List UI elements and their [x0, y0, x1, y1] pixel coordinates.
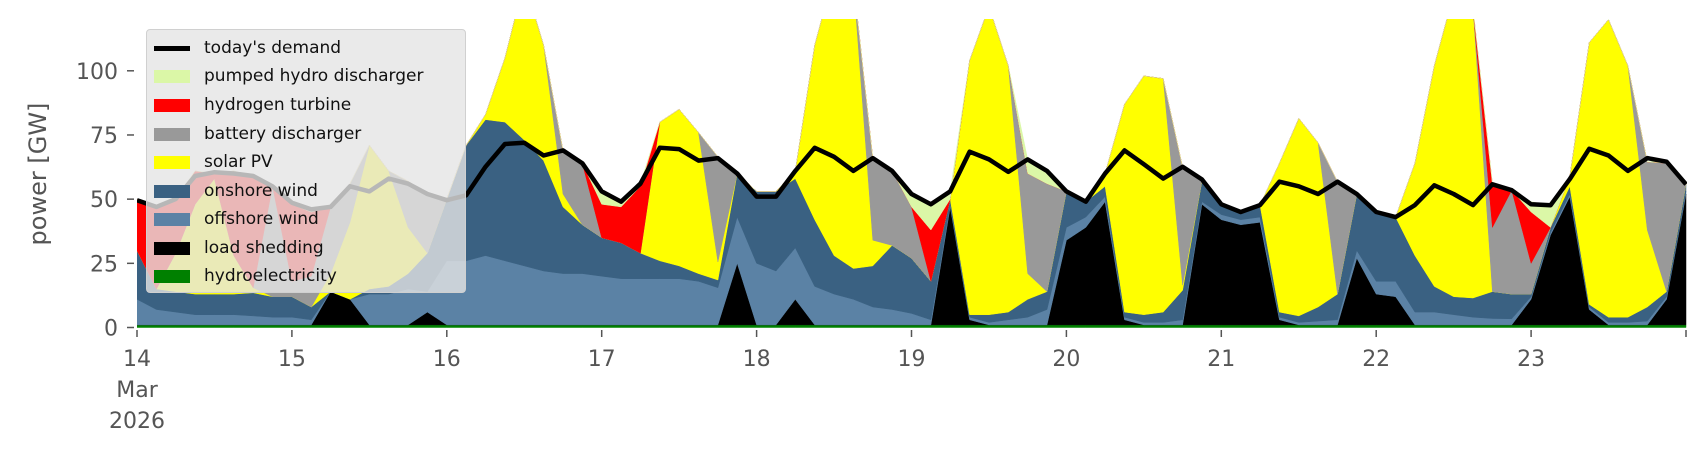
y-axis-label: power [GW]: [24, 103, 52, 246]
x-tick-label: 19: [898, 347, 926, 372]
y-axis: 0 25 50 75 100: [76, 60, 134, 342]
x-axis: 14 15 16 17 18 19 20 21 22 23 Mar 2026: [109, 330, 1687, 434]
legend-swatch: [154, 241, 190, 255]
x-tick-label: 17: [588, 347, 616, 372]
legend-item-solar: solar PV: [147, 150, 273, 174]
x-offset-year: 2026: [109, 409, 165, 434]
x-tick-label: 21: [1207, 347, 1235, 372]
x-tick-label: 18: [743, 347, 771, 372]
x-tick-label: 14: [123, 347, 151, 372]
legend-line-swatch: [154, 45, 190, 51]
legend-item-onshore: onshore wind: [147, 179, 318, 203]
y-tick-label: 75: [90, 124, 118, 149]
legend-swatch: [154, 184, 190, 198]
legend-item-hydrogen: hydrogen turbine: [147, 93, 351, 117]
legend-swatch: [154, 269, 190, 283]
x-tick-label: 16: [433, 347, 461, 372]
legend-label: load shedding: [204, 238, 324, 258]
y-tick-label: 100: [76, 60, 118, 85]
legend-item-load-shedding: load shedding: [147, 236, 324, 260]
legend-swatch: [154, 155, 190, 169]
legend-swatch: [154, 69, 190, 83]
legend-item-offshore: offshore wind: [147, 207, 319, 231]
legend-item-pumped-hydro: pumped hydro discharger: [147, 64, 423, 88]
legend-item-hydro: hydroelectricity: [147, 264, 337, 288]
legend-label: pumped hydro discharger: [204, 66, 424, 86]
legend-label: offshore wind: [204, 209, 319, 229]
legend-swatch: [154, 98, 190, 112]
area-hydroelectricity: [137, 324, 1687, 328]
legend-item-battery: battery discharger: [147, 122, 361, 146]
y-tick-label: 25: [90, 252, 118, 277]
legend-item-demand: today's demand: [147, 36, 341, 60]
x-tick-label: 23: [1517, 347, 1545, 372]
x-tick-label: 20: [1052, 347, 1080, 372]
x-tick-label: 15: [278, 347, 306, 372]
legend: today's demand pumped hydro discharger h…: [146, 29, 466, 293]
x-offset-month: Mar: [116, 378, 158, 403]
legend-swatch: [154, 127, 190, 141]
legend-label: battery discharger: [204, 124, 362, 144]
x-tick-label: 22: [1362, 347, 1390, 372]
legend-swatch: [154, 212, 190, 226]
legend-label: today's demand: [204, 38, 342, 58]
y-tick-label: 50: [90, 188, 118, 213]
legend-label: hydroelectricity: [204, 266, 337, 286]
legend-label: solar PV: [204, 152, 273, 172]
y-tick-label: 0: [104, 317, 118, 342]
legend-label: onshore wind: [204, 181, 318, 201]
legend-label: hydrogen turbine: [204, 95, 352, 115]
